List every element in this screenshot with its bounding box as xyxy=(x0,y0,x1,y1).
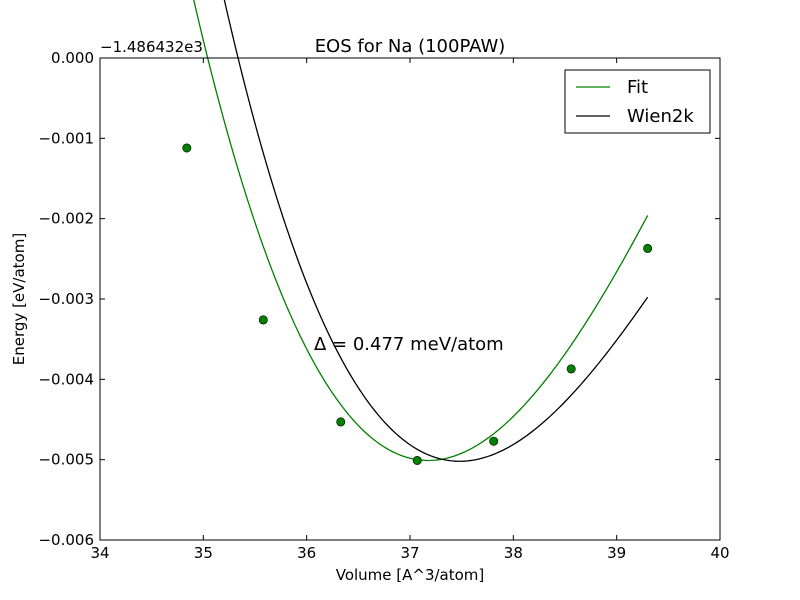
y-axis-label: Energy [eV/atom] xyxy=(10,233,28,365)
y-tick-label: −0.006 xyxy=(38,531,94,549)
data-point xyxy=(336,417,346,427)
legend-box xyxy=(564,69,711,134)
series-line-wien2k xyxy=(223,0,649,462)
x-tick-label: 35 xyxy=(194,544,213,562)
y-tick-label: −0.005 xyxy=(38,451,94,469)
y-tick-label: −0.004 xyxy=(38,370,94,388)
y-offset-label: −1.486432e3 xyxy=(100,38,203,56)
x-axis-label: Volume [A^3/atom] xyxy=(336,566,485,584)
y-tick-label: −0.002 xyxy=(38,210,94,228)
x-tick-label: 36 xyxy=(297,544,316,562)
data-point xyxy=(489,436,499,446)
y-tick-label: 0.000 xyxy=(51,49,94,67)
data-point xyxy=(566,364,576,374)
data-point xyxy=(643,243,653,253)
x-tick-label: 40 xyxy=(710,544,729,562)
x-tick-label: 34 xyxy=(90,544,109,562)
x-tick-label: 39 xyxy=(607,544,626,562)
x-tick-label: 38 xyxy=(504,544,523,562)
legend-label-wien2k: Wien2k xyxy=(627,106,694,127)
y-tick-label: −0.003 xyxy=(38,290,94,308)
chart-title: EOS for Na (100PAW) xyxy=(315,36,506,57)
delta-annotation: Δ = 0.477 meV/atom xyxy=(314,334,504,355)
y-tick-label: −0.001 xyxy=(38,129,94,147)
data-point xyxy=(182,143,192,153)
tick-layer: 34 35 36 37 38 39 40 0.000 −0.001 −0.002 −0.003 −0.… xyxy=(38,49,729,562)
marker-layer xyxy=(182,143,653,465)
legend: Fit Wien2k xyxy=(564,69,711,134)
x-tick-label: 37 xyxy=(400,544,419,562)
data-point xyxy=(412,455,422,465)
data-point xyxy=(258,315,268,325)
legend-label-fit: Fit xyxy=(627,77,648,98)
